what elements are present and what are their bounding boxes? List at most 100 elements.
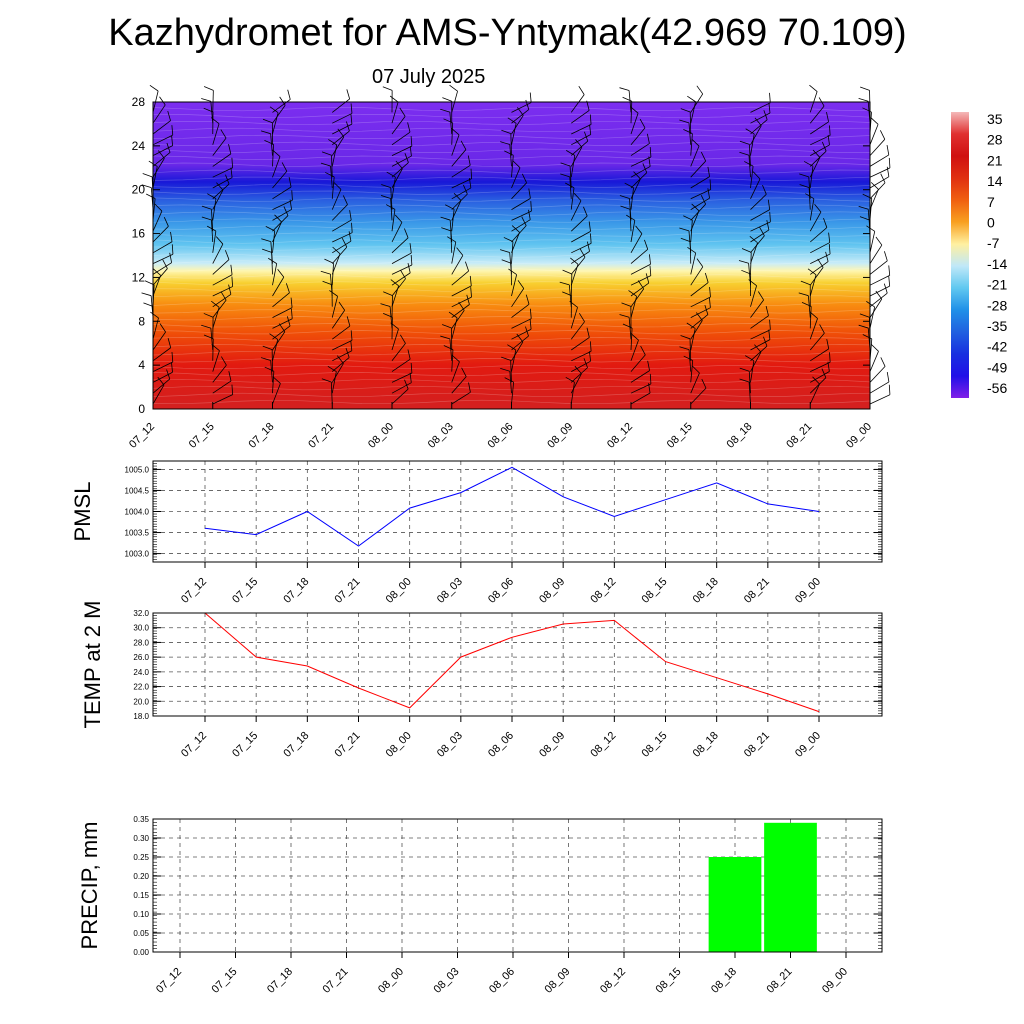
wind-barb-flag	[468, 382, 471, 393]
wind-barb	[630, 275, 651, 286]
wind-barb-flag	[325, 172, 335, 178]
wind-barb-flag	[826, 339, 830, 349]
wind-barb-flag	[221, 356, 227, 366]
wind-barb	[630, 113, 639, 135]
wind-barb-flag	[440, 335, 451, 340]
wind-barb-flag	[769, 211, 771, 222]
wind-barb-flag	[286, 316, 291, 327]
wind-barb-flag	[385, 204, 396, 210]
wind-barb-flag	[324, 258, 334, 264]
wind-barb	[211, 209, 214, 232]
wind-barb	[451, 193, 468, 210]
wind-barb-flag	[639, 118, 646, 129]
wind-barb	[630, 328, 633, 351]
wind-barb	[869, 366, 886, 383]
wind-barb-flag	[644, 239, 649, 250]
wind-barb-flag	[622, 96, 632, 102]
wind-barb-flag	[859, 216, 870, 221]
wind-barb	[391, 176, 396, 199]
wind-barb	[509, 371, 512, 394]
wind-barb-flag	[260, 357, 271, 361]
wind-barb	[869, 139, 886, 156]
wind-barb	[332, 219, 352, 232]
wind-barb	[511, 303, 530, 318]
wind-barb	[748, 263, 751, 286]
x-tick-label: 07_18	[265, 966, 295, 996]
series-line	[204, 612, 820, 713]
colorbar-label: -14	[987, 256, 1007, 272]
wind-barb-flag	[700, 195, 706, 205]
x-tick-label: 07_12	[179, 576, 209, 606]
wind-barb	[750, 102, 771, 113]
wind-barb-flag	[231, 157, 234, 168]
wind-barb-flag	[691, 138, 700, 147]
wind-barb-flag	[442, 324, 452, 329]
wind-barb	[869, 394, 891, 405]
wind-barb	[690, 328, 696, 351]
wind-barb	[332, 240, 352, 254]
wind-barb	[331, 155, 333, 178]
wind-barb	[690, 266, 704, 286]
y-tick-label: 0.20	[133, 872, 149, 881]
wind-barb	[451, 134, 460, 156]
colorbar-label: 7	[987, 194, 995, 210]
contour-line	[152, 232, 871, 237]
wind-barb	[630, 354, 646, 372]
wind-barb-flag	[812, 376, 820, 385]
precip-panel: 0.00 0.05 0.10 0.15 0.20 0.25 0.30 0.35 07_12 07_…	[77, 815, 883, 996]
wind-barb-flag	[579, 248, 586, 258]
wind-barb	[272, 263, 278, 286]
y-axis-label: PMSL	[70, 482, 95, 542]
wind-barb-flag	[201, 216, 212, 221]
wind-barb	[511, 288, 525, 308]
contour-line	[152, 113, 871, 119]
wind-barb	[748, 155, 751, 178]
wind-barb-flag	[201, 98, 211, 102]
wind-barb-flag	[449, 84, 458, 92]
wind-barb-flag	[409, 372, 412, 383]
wind-barb	[270, 360, 273, 383]
wind-barb-flag	[879, 130, 886, 140]
wind-barb-flag	[336, 355, 344, 364]
wind-barb	[272, 221, 282, 243]
x-tick-label: 08_09	[537, 576, 567, 606]
colorbar-label: 35	[987, 111, 1003, 127]
wind-barb-flag	[322, 280, 333, 286]
wind-barb-flag	[224, 250, 230, 260]
x-tick-label: 07_21	[321, 966, 351, 996]
wind-barb-flag	[588, 351, 592, 362]
wind-barb	[331, 136, 345, 156]
wind-barb-flag	[404, 228, 409, 238]
wind-barb	[750, 285, 757, 307]
x-tick-label: 08_21	[742, 576, 772, 606]
wind-barb-flag	[260, 130, 271, 135]
wind-barb	[451, 255, 464, 275]
wind-barb	[331, 357, 350, 372]
wind-barb-flag	[529, 308, 532, 319]
wind-barb	[511, 232, 520, 253]
wind-barb	[510, 360, 512, 383]
wind-barb	[451, 241, 457, 264]
wind-barb	[690, 203, 706, 221]
wind-barb-flag	[707, 166, 710, 177]
wind-barb	[810, 253, 831, 264]
wind-barb-flag	[799, 184, 810, 189]
wind-barb	[511, 155, 514, 178]
contour-line	[152, 392, 871, 398]
wind-barb-flag	[321, 151, 332, 156]
wind-barb-flag	[574, 365, 582, 374]
wind-barb	[332, 123, 353, 135]
wind-barb-flag	[649, 147, 652, 158]
wind-barb	[511, 225, 527, 243]
wind-barb-flag	[888, 157, 891, 168]
y-tick-label: 0.00	[133, 948, 149, 957]
wind-barb	[212, 177, 233, 189]
wind-barb	[272, 171, 288, 189]
wind-barb	[331, 363, 344, 383]
wind-barb-flag	[888, 265, 891, 276]
wind-barb	[750, 339, 771, 351]
wind-barb-flag	[154, 203, 163, 212]
wind-barb	[688, 230, 692, 253]
colorbar-label: -35	[987, 318, 1007, 334]
wind-barb	[212, 137, 227, 156]
